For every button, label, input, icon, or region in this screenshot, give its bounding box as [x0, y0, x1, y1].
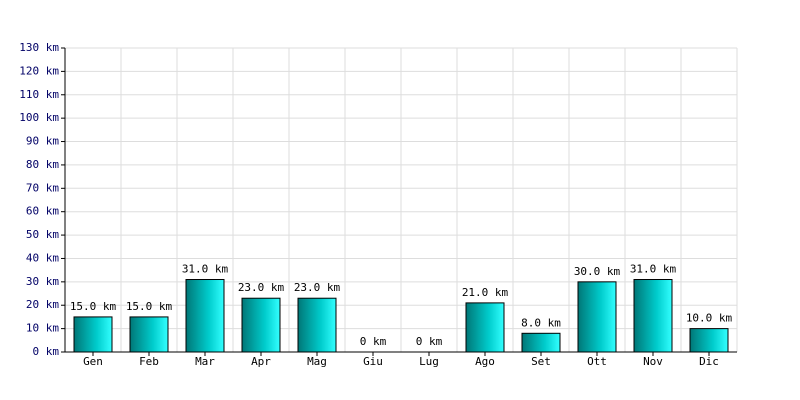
y-tick-label: 60 km	[26, 205, 59, 218]
value-label: 30.0 km	[574, 265, 621, 278]
bar	[521, 332, 561, 353]
y-tick-label: 70 km	[26, 181, 59, 194]
y-tick-label: 130 km	[19, 41, 59, 54]
value-label: 0 km	[360, 335, 387, 348]
bar	[577, 281, 617, 353]
value-label: 31.0 km	[182, 263, 229, 276]
y-tick-label: 100 km	[19, 111, 59, 124]
y-tick-label: 90 km	[26, 135, 59, 148]
x-tick-label: Giu	[363, 355, 383, 368]
x-tick-label: Mar	[195, 355, 215, 368]
x-tick-label: Nov	[643, 355, 663, 368]
x-tick-label: Mag	[307, 355, 327, 368]
bar	[633, 279, 673, 353]
y-tick-label: 10 km	[26, 322, 59, 335]
bar	[73, 316, 113, 353]
bar	[689, 328, 729, 353]
x-tick-label: Apr	[251, 355, 271, 368]
value-label: 0 km	[416, 335, 443, 348]
y-tick-label: 110 km	[19, 88, 59, 101]
bar	[465, 302, 505, 353]
value-label: 15.0 km	[70, 300, 117, 313]
x-tick-label: Feb	[139, 355, 159, 368]
x-tick-label: Ott	[587, 355, 607, 368]
value-label: 10.0 km	[686, 312, 733, 325]
y-tick-label: 20 km	[26, 298, 59, 311]
bar	[241, 297, 281, 353]
value-label: 31.0 km	[630, 263, 677, 276]
bar	[297, 297, 337, 353]
bar	[129, 316, 169, 353]
value-label: 21.0 km	[462, 286, 509, 299]
bar	[185, 279, 225, 353]
y-tick-label: 0 km	[33, 345, 60, 358]
y-tick-label: 80 km	[26, 158, 59, 171]
x-tick-label: Set	[531, 355, 551, 368]
value-label: 23.0 km	[294, 281, 341, 294]
x-tick-label: Ago	[475, 355, 495, 368]
value-label: 8.0 km	[521, 316, 561, 329]
x-tick-label: Dic	[699, 355, 719, 368]
y-tick-label: 50 km	[26, 228, 59, 241]
y-tick-label: 30 km	[26, 275, 59, 288]
x-tick-label: Gen	[83, 355, 103, 368]
y-tick-label: 120 km	[19, 64, 59, 77]
x-tick-label: Lug	[419, 355, 439, 368]
value-label: 23.0 km	[238, 281, 285, 294]
y-tick-label: 40 km	[26, 251, 59, 264]
value-label: 15.0 km	[126, 300, 173, 313]
